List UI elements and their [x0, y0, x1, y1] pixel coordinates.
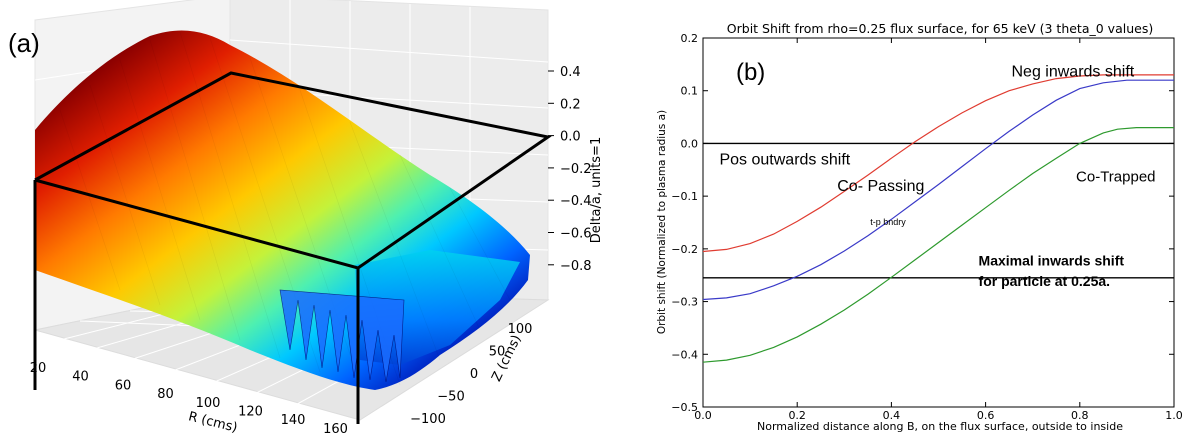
axis-ticks: 0.0 0.2 0.4 0.6 0.8 1.0 0.2 0.1 0.0 −0.1 −0.2 −0.3 −… — [671, 32, 1182, 422]
y-tick-label: −0.3 — [671, 296, 698, 309]
panel-a-label: (a) — [8, 28, 40, 58]
y-tick-label: −0.1 — [671, 190, 698, 203]
annotation-label: Neg inwards shift — [1012, 63, 1135, 80]
surface-spikes — [279, 289, 405, 383]
z-tick-label: 0.0 — [560, 130, 581, 145]
x-axis-ticks: 20 40 60 80 100 120 140 160 — [30, 361, 348, 437]
y-tick-label: −0.4 — [671, 348, 698, 361]
y-tick-label: −100 — [410, 412, 446, 427]
y-tick-label: 0.1 — [681, 85, 699, 98]
x-tick-label: 40 — [72, 370, 89, 385]
plot-frame — [702, 37, 1175, 408]
z-tick-label: 0.2 — [560, 97, 581, 112]
x-axis-label: R (cms) — [187, 409, 239, 436]
panel-a: (a) 0.4 0.2 0.0 −0.2 −0.4 −0.6 −0.8 Delta/a, u… — [8, 0, 604, 437]
y-axis-label: Orbit shift (Normalized to plasma radius… — [656, 110, 668, 334]
series-line — [702, 74, 1174, 253]
x-tick-label: 20 — [30, 361, 47, 376]
y-tick-label: 100 — [508, 322, 533, 337]
panel-b: Orbit Shift from rho=0.25 flux surface, … — [656, 21, 1183, 433]
x-tick-label: 0.0 — [694, 409, 712, 422]
y-tick-label: −0.2 — [671, 243, 698, 256]
z-tick-label: −0.8 — [560, 259, 592, 274]
z-tick-label: −0.2 — [560, 162, 592, 177]
z-axis-label: Delta/a, units=1 — [589, 137, 604, 243]
x-tick-label: 100 — [196, 396, 221, 411]
x-tick-label: 0.6 — [977, 409, 995, 422]
chart-title: Orbit Shift from rho=0.25 flux surface, … — [727, 21, 1153, 36]
annotation-label: Co-Trapped — [1076, 168, 1155, 185]
x-tick-label: 0.2 — [788, 409, 806, 422]
x-tick-label: 80 — [157, 387, 174, 402]
y-tick-label: 0 — [470, 367, 478, 382]
x-tick-label: 0.4 — [883, 409, 901, 422]
y-tick-label: −50 — [437, 390, 464, 405]
y-tick-label: 0.0 — [681, 137, 699, 150]
series-line — [702, 127, 1174, 363]
annotation-label: Maximal inwards shift — [979, 253, 1125, 269]
x-tick-label: 0.8 — [1071, 409, 1089, 422]
z-tick-label: −0.4 — [560, 194, 592, 209]
z-axis-ticks: 0.4 0.2 0.0 −0.2 −0.4 −0.6 −0.8 — [548, 65, 592, 274]
x-tick-label: 140 — [281, 413, 306, 428]
y-tick-label: 0.2 — [681, 32, 699, 45]
x-axis-label: Normalized distance along B, on the flux… — [757, 420, 1123, 433]
y-tick-label: −0.5 — [671, 401, 698, 414]
y-tick-label: 50 — [489, 345, 506, 360]
annotation-label: for particle at 0.25a. — [979, 273, 1111, 289]
reference-lines — [703, 142, 1174, 279]
x-tick-label: 1.0 — [1165, 409, 1183, 422]
series-line — [702, 79, 1174, 301]
annotation-label: t-p bndry — [870, 217, 906, 227]
z-tick-label: 0.4 — [560, 65, 581, 80]
annotation-label: (b) — [736, 59, 765, 86]
annotation-label: Pos outwards shift — [719, 152, 850, 169]
x-tick-label: 160 — [323, 422, 348, 437]
box-overlay — [33, 71, 552, 424]
annotation-label: Co- Passing — [837, 178, 924, 195]
z-tick-label: −0.6 — [560, 227, 592, 242]
x-tick-label: 60 — [115, 378, 132, 393]
annotations: (b) Neg inwards shift Pos outwards shift Co… — [719, 59, 1155, 289]
x-tick-label: 120 — [238, 405, 263, 420]
series-group — [702, 74, 1174, 363]
